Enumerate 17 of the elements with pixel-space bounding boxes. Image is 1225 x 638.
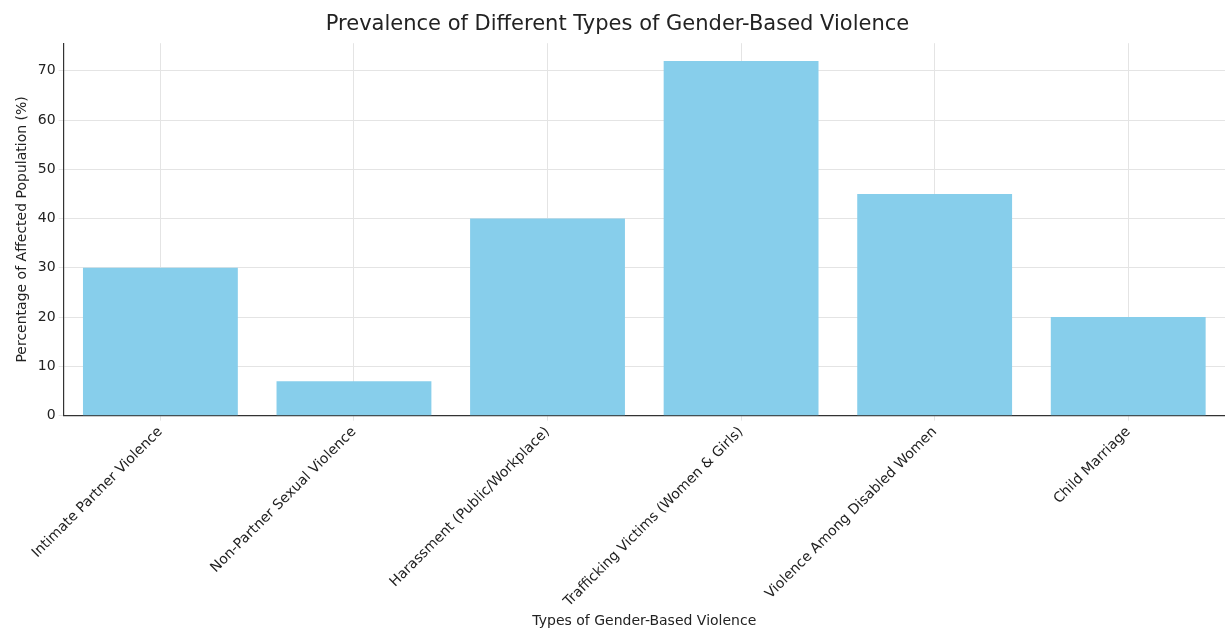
y-tick-label: 20 bbox=[37, 307, 56, 324]
y-tick-label: 60 bbox=[37, 110, 56, 127]
bar bbox=[470, 218, 625, 416]
y-tick-label: 70 bbox=[37, 61, 56, 78]
bar bbox=[663, 60, 819, 416]
y-tick-label: 30 bbox=[37, 258, 56, 275]
y-tick-label: 50 bbox=[37, 159, 56, 176]
y-tick-label: 40 bbox=[37, 209, 56, 226]
y-tick-label: 0 bbox=[46, 406, 56, 423]
bar bbox=[857, 193, 1013, 416]
bar bbox=[82, 267, 238, 416]
bar bbox=[276, 381, 432, 416]
x-axis-title: Types of Gender-Based Violence bbox=[531, 612, 757, 629]
y-axis-title: Percentage of Affected Population (%) bbox=[13, 96, 30, 363]
chart-title: Prevalence of Different Types of Gender-Based Violence bbox=[325, 11, 910, 36]
y-tick-label: 10 bbox=[37, 357, 56, 374]
bar bbox=[1050, 317, 1206, 416]
